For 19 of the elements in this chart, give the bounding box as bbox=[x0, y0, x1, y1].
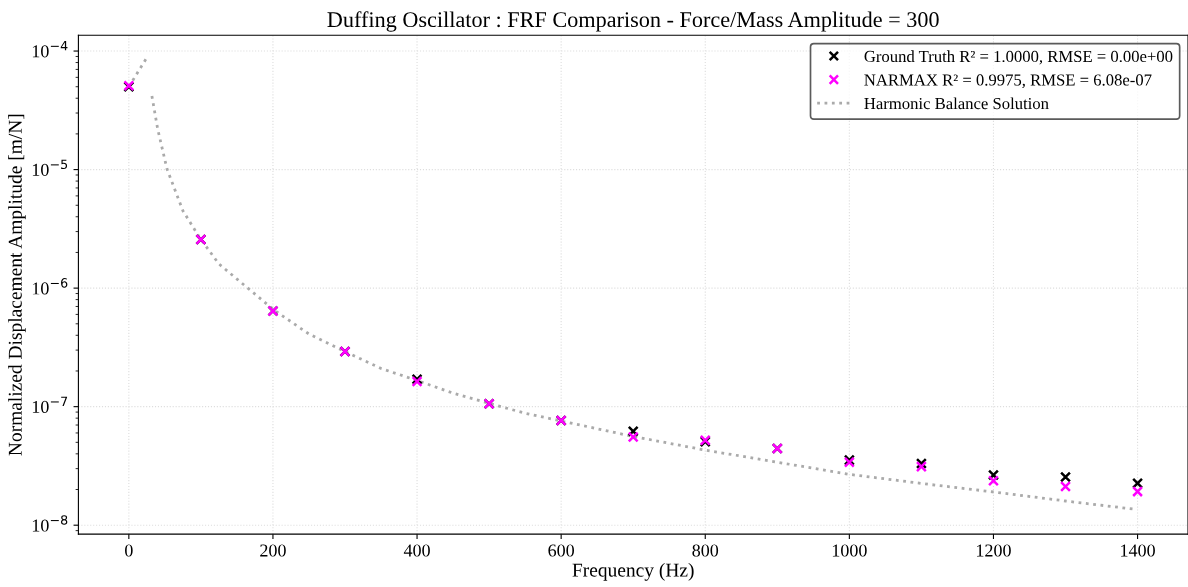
x-tick-label: 800 bbox=[692, 544, 719, 557]
x-tick-label: 1000 bbox=[832, 544, 867, 557]
legend-label: Ground Truth R² = 1.0000, RMSE = 0.00e+00 bbox=[864, 50, 1173, 65]
x-tick-label: 0 bbox=[125, 544, 133, 557]
y-tick-label: 10$^{−5}$ bbox=[32, 159, 68, 176]
y-tick-label: 10$^{−7}$ bbox=[32, 396, 68, 413]
y-tick-label: 10$^{−8}$ bbox=[32, 515, 68, 532]
x-tick-label: 1400 bbox=[1121, 544, 1155, 557]
x-tick-label: 200 bbox=[260, 544, 286, 557]
x-tick-label: 1200 bbox=[976, 544, 1011, 557]
x-axis-title: Frequency (Hz) bbox=[572, 563, 694, 581]
y-tick-label: 10$^{−4}$ bbox=[32, 41, 68, 58]
x-tick-label: 400 bbox=[403, 544, 430, 557]
y-tick-label: 10$^{−6}$ bbox=[32, 278, 68, 295]
legend-label: NARMAX R² = 0.9975, RMSE = 6.08e-07 bbox=[864, 74, 1152, 88]
legend-label: Harmonic Balance Solution bbox=[864, 97, 1049, 110]
y-axis-title: Normalized Displacement Amplitude [m/N] bbox=[8, 114, 26, 456]
x-tick-label: 600 bbox=[548, 544, 575, 557]
chart-title: Duffing Oscillator : FRF Comparison - Force/Mass Amplitude = 300 bbox=[327, 11, 939, 32]
